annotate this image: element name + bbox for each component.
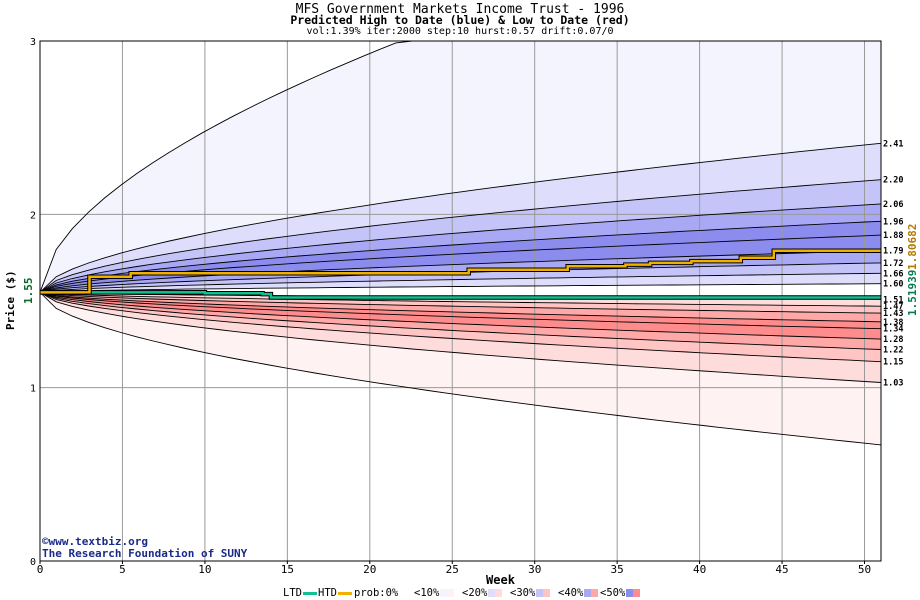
- curve-blue-8: [39, 283, 882, 293]
- y-tick-label-2: 2: [30, 210, 36, 221]
- curve-red-8: [39, 291, 882, 383]
- end-label-0: 2.41: [883, 139, 903, 149]
- chart-subtitle: Predicted High to Date (blue) & Low to D…: [290, 13, 630, 27]
- curve-red-5: [39, 291, 882, 340]
- curve-red-3: [39, 291, 882, 323]
- band-blue-3: [40, 203, 881, 293]
- curve-red-6: [39, 291, 882, 350]
- end-label-6: 1.72: [883, 259, 903, 269]
- end-label-1: 2.20: [883, 176, 903, 186]
- y-axis-label: Price ($): [4, 270, 17, 330]
- y-tick-label-1: 1: [30, 384, 36, 395]
- x-tick-label-10: 10: [198, 563, 211, 576]
- curve-blue-2: [39, 203, 882, 293]
- curve-blue-1: [39, 179, 882, 293]
- legend-prob-10: <10%: [414, 587, 455, 599]
- curve-red-9: [39, 291, 882, 446]
- y-tick-label-3: 3: [30, 37, 36, 48]
- x-tick-label-20: 20: [363, 563, 376, 576]
- ltd-final-value: 1.51939: [906, 269, 919, 316]
- x-tick-label-25: 25: [446, 563, 459, 576]
- legend-swatch-10: [440, 589, 455, 597]
- end-label-5: 1.79: [883, 247, 903, 257]
- end-label-2: 2.06: [883, 200, 903, 210]
- legend-swatch-20: [488, 589, 503, 597]
- htd-line: [39, 249, 881, 294]
- x-tick-label-40: 40: [693, 563, 706, 576]
- band-blue-8: [40, 273, 881, 293]
- legend-htd: HTD: [318, 587, 353, 599]
- end-label-8: 1.60: [883, 280, 903, 290]
- curve-red-1: [39, 291, 882, 307]
- curve-blue-3: [39, 220, 882, 293]
- legend-swatch-0: [399, 589, 414, 597]
- x-tick-label-30: 30: [528, 563, 541, 576]
- legend-prob-40: <40%: [558, 587, 599, 599]
- y-tick-label-0: 0: [30, 557, 36, 568]
- band-red-4: [40, 292, 881, 340]
- legend-htd-swatch: [337, 591, 352, 595]
- chart-parameters: vol:1.39% iter:2000 step:10 hurst:0.57 d…: [306, 26, 614, 37]
- x-tick-label-35: 35: [611, 563, 624, 576]
- x-tick-label-45: 45: [775, 563, 788, 576]
- x-axis-label: Week: [486, 573, 516, 587]
- htd-final-value: 1.80682: [906, 223, 919, 270]
- legend-prob: prob:0%: [354, 587, 414, 599]
- band-blue-5: [40, 235, 881, 293]
- end-label-11: 1.43: [883, 309, 903, 319]
- legend-swatch-30: [536, 589, 551, 597]
- legend-prob-30: <30%: [510, 587, 551, 599]
- ltd-line: [39, 291, 881, 299]
- end-label-10: 1.47: [883, 302, 903, 312]
- x-tick-label-15: 15: [281, 563, 294, 576]
- legend-prob-20: <20%: [462, 587, 503, 599]
- band-red-2: [40, 292, 881, 322]
- band-red-6: [40, 292, 881, 362]
- band-blue-4: [40, 221, 881, 293]
- credit-org: The Research Foundation of SUNY: [42, 547, 248, 560]
- legend-swatch-50: [626, 589, 641, 597]
- band-red-1: [40, 292, 881, 314]
- end-label-15: 1.22: [883, 346, 903, 356]
- band-red-5: [40, 292, 881, 350]
- end-label-13: 1.34: [883, 325, 903, 335]
- curve-red-2: [39, 291, 882, 314]
- end-label-16: 1.15: [883, 358, 903, 368]
- curve-blue-0: [39, 142, 882, 293]
- curve-blue-7: [39, 272, 882, 293]
- end-label-4: 1.88: [883, 231, 903, 241]
- curve-red-7: [39, 291, 882, 363]
- end-label-7: 1.66: [883, 269, 903, 279]
- band-red-7: [40, 292, 881, 383]
- band-red-8: [40, 292, 881, 445]
- end-label-9: 1.51: [883, 295, 903, 305]
- legend-ltd-swatch: [302, 591, 317, 595]
- current-price-label: 1.55: [22, 277, 35, 305]
- curve-blue-5: [39, 250, 882, 293]
- x-tick-label-5: 5: [119, 563, 126, 576]
- x-tick-label-50: 50: [858, 563, 871, 576]
- credit-url: ©www.textbiz.org: [42, 535, 148, 548]
- x-tick-label-0: 0: [37, 563, 44, 576]
- end-label-14: 1.28: [883, 335, 903, 345]
- end-label-12: 1.38: [883, 318, 903, 328]
- end-label-3: 1.96: [883, 217, 903, 227]
- band-red-3: [40, 292, 881, 329]
- chart-title: MFS Government Markets Income Trust - 19…: [295, 2, 625, 17]
- band-blue-0: [40, 41, 881, 293]
- band-blue-2: [40, 179, 881, 293]
- end-label-17: 1.03: [883, 378, 903, 388]
- curve-red-4: [39, 291, 882, 330]
- legend-ltd: LTD: [283, 587, 318, 599]
- legend-prob-50: <50%: [600, 587, 641, 599]
- legend-swatch-40: [584, 589, 599, 597]
- band-blue-1: [40, 143, 881, 293]
- band-blue-7: [40, 262, 881, 293]
- plot-frame: [39, 40, 882, 562]
